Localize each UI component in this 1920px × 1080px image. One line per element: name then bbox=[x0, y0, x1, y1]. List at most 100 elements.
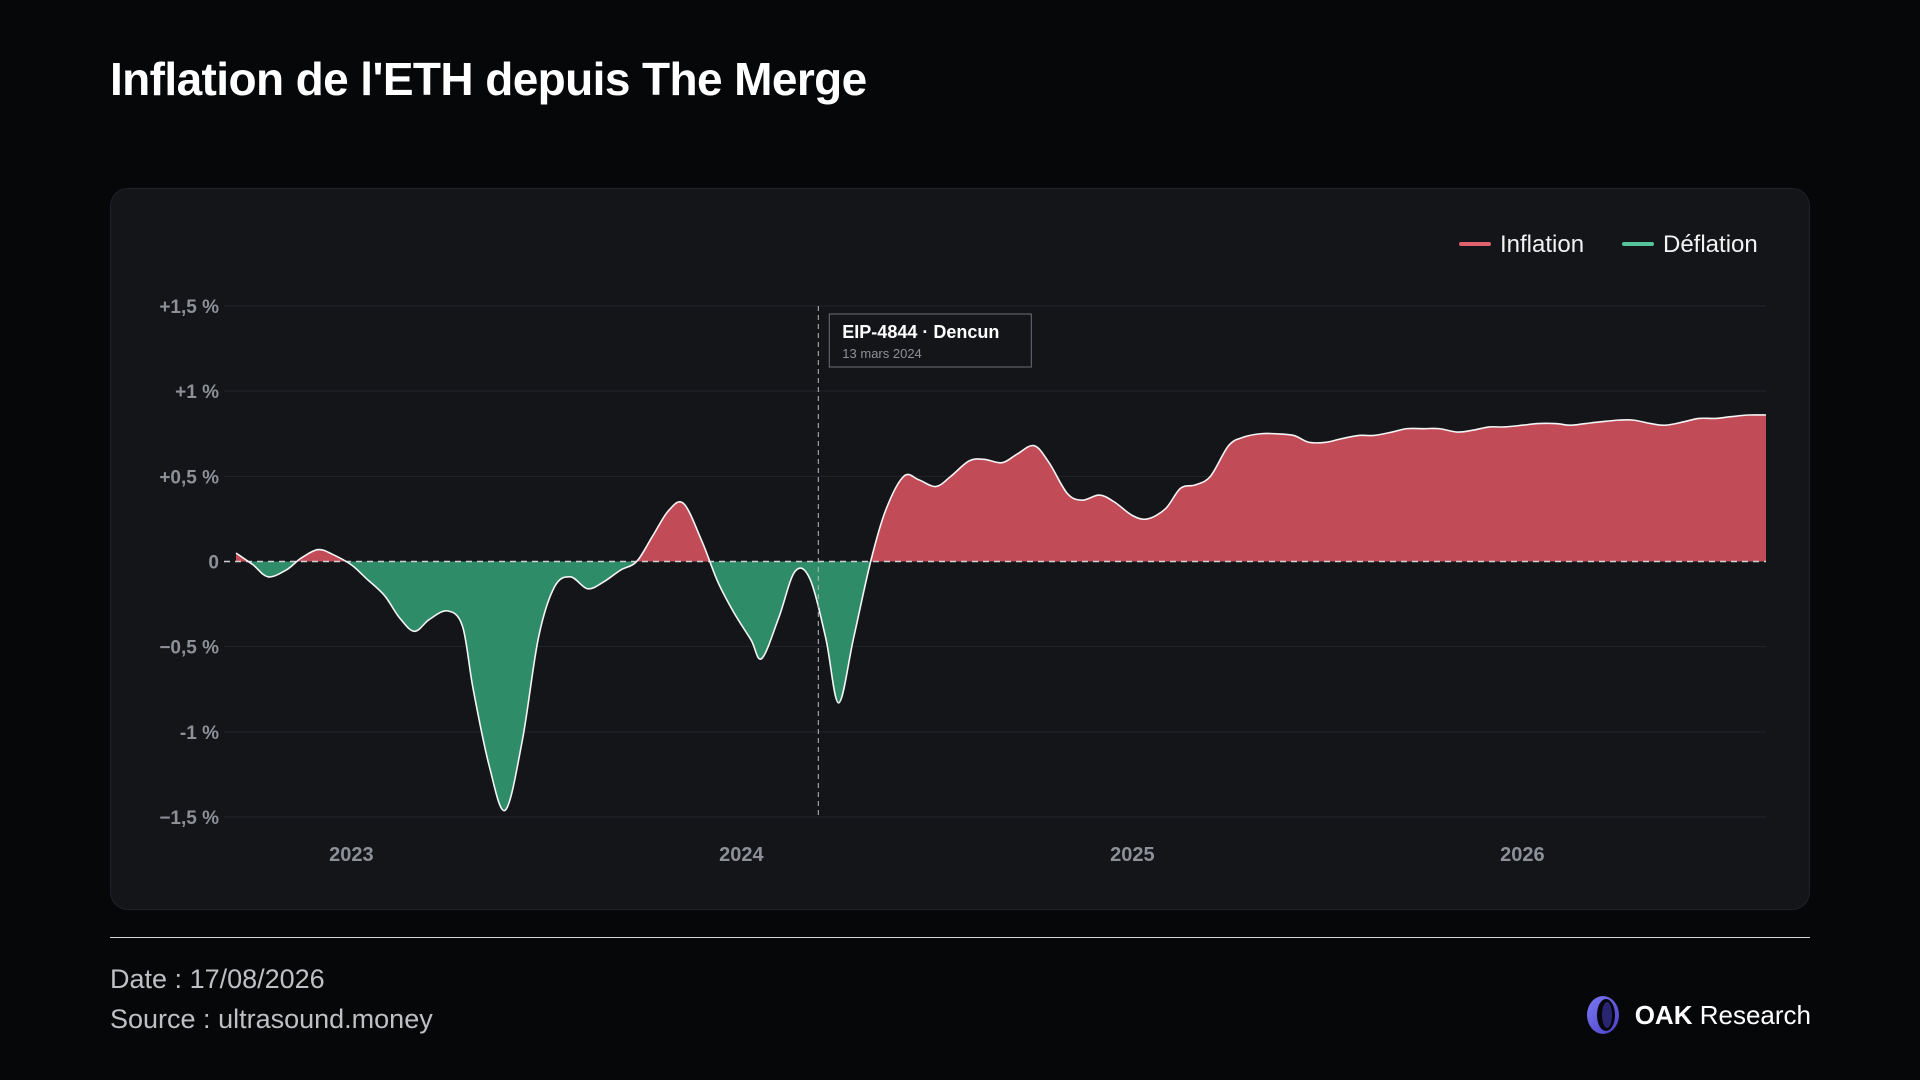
brand-name: OAK Research bbox=[1635, 1000, 1811, 1031]
data-point-25 bbox=[635, 560, 639, 564]
annotation-box bbox=[828, 313, 1032, 368]
data-point-35 bbox=[793, 570, 797, 574]
footer-divider bbox=[110, 937, 1810, 938]
data-point-0 bbox=[234, 551, 238, 555]
brand-logo: OAK Research bbox=[1585, 994, 1811, 1036]
data-point-70 bbox=[1357, 433, 1361, 437]
inflation-area bbox=[236, 414, 1766, 562]
data-point-63 bbox=[1242, 435, 1246, 439]
data-point-18 bbox=[520, 738, 524, 742]
y-axis-ticks: +1,5 % +1 % +0,5 % 0 −0,5 % -1 % −1,5 % bbox=[159, 297, 219, 829]
y-tick-label: +0,5 % bbox=[159, 467, 219, 488]
data-point-87 bbox=[1632, 418, 1636, 422]
data-point-82 bbox=[1554, 422, 1558, 426]
data-point-21 bbox=[568, 575, 572, 579]
y-tick-label: -1 % bbox=[180, 723, 219, 744]
x-tick-label: 2023 bbox=[329, 844, 374, 866]
data-point-13 bbox=[446, 609, 450, 613]
y-tick-label: +1,5 % bbox=[159, 297, 219, 318]
data-point-50 bbox=[1032, 444, 1036, 448]
data-point-48 bbox=[1000, 461, 1004, 465]
data-point-42 bbox=[902, 474, 906, 478]
legend-inflation-label: Inflation bbox=[1500, 231, 1584, 258]
data-point-15 bbox=[471, 687, 475, 691]
annotation-layer: EIP-4844 · Dencun 13 mars 2024 bbox=[817, 306, 1032, 817]
data-point-75 bbox=[1437, 427, 1441, 431]
data-point-26 bbox=[651, 534, 655, 538]
data-point-53 bbox=[1080, 498, 1084, 502]
data-point-51 bbox=[1047, 461, 1051, 465]
x-axis-ticks: 2023 2024 2025 2026 bbox=[329, 844, 1545, 866]
data-point-37 bbox=[824, 636, 828, 640]
data-point-10 bbox=[397, 616, 401, 620]
data-point-27 bbox=[667, 508, 671, 512]
data-point-86 bbox=[1617, 418, 1621, 422]
data-point-61 bbox=[1208, 474, 1212, 478]
footer-source: Source : ultrasound.money bbox=[110, 1004, 433, 1035]
data-point-23 bbox=[602, 580, 606, 584]
data-point-81 bbox=[1535, 422, 1539, 426]
data-point-12 bbox=[427, 617, 431, 621]
data-point-72 bbox=[1390, 430, 1394, 434]
chart-legend: Inflation Déflation bbox=[1459, 231, 1758, 258]
data-point-68 bbox=[1324, 440, 1328, 444]
data-point-74 bbox=[1422, 427, 1426, 431]
data-point-62 bbox=[1227, 444, 1231, 448]
data-point-6 bbox=[331, 553, 335, 557]
data-point-77 bbox=[1470, 428, 1474, 432]
data-point-93 bbox=[1729, 415, 1733, 419]
data-point-71 bbox=[1372, 433, 1376, 437]
area-layer bbox=[236, 414, 1766, 811]
data-point-66 bbox=[1292, 433, 1296, 437]
data-point-30 bbox=[716, 580, 720, 584]
data-point-49 bbox=[1015, 452, 1019, 456]
data-point-8 bbox=[364, 577, 368, 581]
annotation-title: EIP-4844 · Dencun bbox=[842, 322, 999, 342]
data-point-33 bbox=[760, 657, 764, 661]
date-label: Date : bbox=[110, 964, 183, 994]
data-point-45 bbox=[949, 474, 953, 478]
data-point-24 bbox=[619, 568, 623, 572]
data-point-83 bbox=[1568, 423, 1572, 427]
brand-name-bold: OAK bbox=[1634, 999, 1693, 1030]
data-point-4 bbox=[299, 556, 303, 560]
brand-name-light: Research bbox=[1699, 999, 1811, 1030]
source-value: ultrasound.money bbox=[218, 1004, 433, 1034]
x-tick-label: 2025 bbox=[1110, 844, 1155, 866]
data-point-80 bbox=[1520, 423, 1524, 427]
data-point-57 bbox=[1145, 517, 1149, 521]
series-line bbox=[235, 414, 1767, 812]
date-value: 17/08/2026 bbox=[189, 964, 325, 994]
x-tick-label: 2024 bbox=[719, 844, 764, 866]
data-point-94 bbox=[1747, 413, 1751, 417]
data-point-56 bbox=[1130, 514, 1134, 518]
data-point-67 bbox=[1307, 440, 1311, 444]
data-point-73 bbox=[1405, 427, 1409, 431]
data-point-43 bbox=[917, 478, 921, 482]
data-point-78 bbox=[1487, 425, 1491, 429]
y-tick-label: −1,5 % bbox=[159, 808, 219, 829]
data-point-95 bbox=[1764, 413, 1768, 417]
data-point-5 bbox=[316, 548, 320, 552]
y-tick-label: +1 % bbox=[175, 382, 219, 403]
data-point-79 bbox=[1502, 425, 1506, 429]
data-point-19 bbox=[536, 636, 540, 640]
data-point-91 bbox=[1697, 416, 1701, 420]
data-point-3 bbox=[284, 568, 288, 572]
data-point-89 bbox=[1664, 423, 1668, 427]
source-label: Source : bbox=[110, 1004, 211, 1034]
data-point-28 bbox=[682, 502, 686, 506]
data-point-76 bbox=[1455, 430, 1459, 434]
data-point-60 bbox=[1193, 483, 1197, 487]
data-point-36 bbox=[808, 577, 812, 581]
page-title: Inflation de l'ETH depuis The Merge bbox=[110, 53, 867, 105]
data-point-1 bbox=[251, 563, 255, 567]
data-point-34 bbox=[777, 616, 781, 620]
data-point-90 bbox=[1682, 420, 1686, 424]
data-point-14 bbox=[461, 624, 465, 628]
data-point-7 bbox=[349, 563, 353, 567]
legend-deflation-label: Déflation bbox=[1663, 231, 1758, 258]
data-point-69 bbox=[1339, 437, 1343, 441]
data-point-64 bbox=[1259, 432, 1263, 436]
data-point-16 bbox=[487, 764, 491, 768]
